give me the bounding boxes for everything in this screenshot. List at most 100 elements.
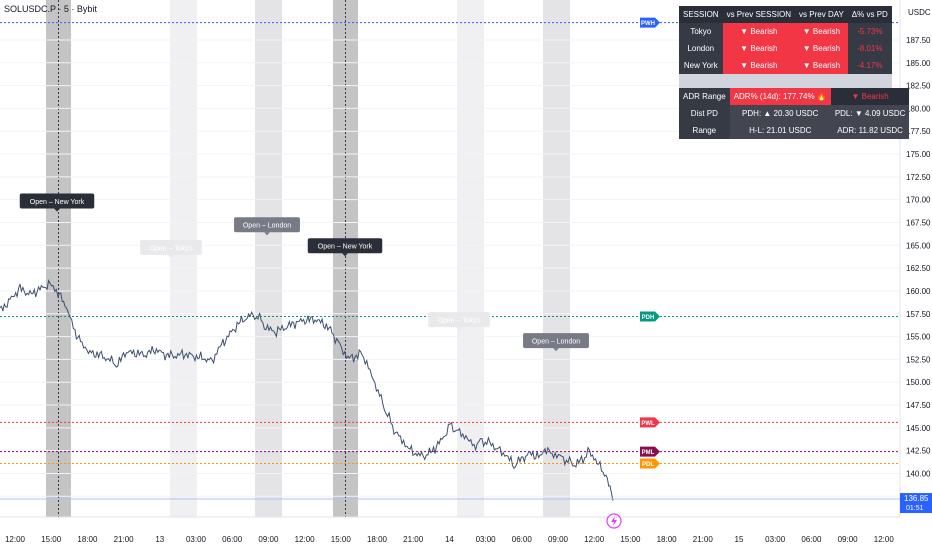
x-tick-label: 15:00 [41,535,62,544]
table-spacer [679,74,892,88]
session-open-label-text: Open – Tokyo [149,246,192,253]
x-tick-label: 14 [445,535,454,544]
x-tick-label: 06:00 [801,535,822,544]
session-vs-prev-day: ▼ Bearish [795,23,848,40]
last-price-countdown: 01:51 [906,505,924,512]
session-name: New York [679,57,723,74]
session-delta: -5.73% [847,23,892,40]
x-tick-label: 12:00 [5,535,26,544]
level-tag-shape [640,417,660,428]
pdh-distance: PDH: ▲ 20.30 USDC [729,105,831,122]
level-tag-pwl: PWL [640,417,660,428]
level-tag-pml: PML [640,446,660,457]
session-open-label: Open – Tokyo [140,240,202,259]
session-open-label-pointer [264,232,270,236]
y-tick-label: 162.50 [906,264,931,273]
adr-direction: ▼ Bearish [830,88,910,105]
session-open-label-box [19,193,95,209]
session-delta: -4.17% [847,57,892,74]
x-tick-label: 18:00 [77,535,98,544]
y-tick-label: 152.50 [906,355,931,364]
session-open-label-pointer [553,348,559,352]
replay-flash-icon[interactable] [606,513,622,529]
pdl-distance: PDL: ▼ 4.09 USDC [830,105,910,122]
session-open-label-text: Open – London [532,339,580,346]
x-tick-label: 18:00 [367,535,388,544]
y-tick-label: 157.50 [906,310,931,319]
x-tick-label: 03:00 [186,535,207,544]
x-tick-label: 06:00 [512,535,533,544]
session-delta: -8.01% [847,40,892,57]
session-band [170,0,197,517]
y-tick-label: 142.50 [906,447,931,456]
level-tag-label: PDH [642,315,655,321]
x-tick-label: 18:00 [657,535,678,544]
y-tick-label: 155.00 [906,333,931,342]
session-name: Tokyo [679,23,723,40]
y-tick-label: 145.00 [906,424,931,433]
session-open-label-box [523,333,589,349]
y-tick-label: 172.50 [906,173,931,182]
level-tag-shape [640,446,660,457]
x-tick-label: 12:00 [874,535,895,544]
level-tag-label: PWL [641,421,655,427]
y-tick-label: 147.50 [906,401,931,410]
level-tag-shape [640,458,660,469]
session-open-label-text: Open – Tokyo [437,318,480,325]
y-tick-label: 140.00 [906,469,931,478]
session-open-label-pointer [54,208,60,212]
y-tick-label: 150.00 [906,378,931,387]
x-tick-label: 21:00 [403,535,424,544]
session-open-label: Open – London [234,217,300,236]
stats-table: ADR Range ADR% (14d): 177.74% 🔥 ▼ Bearis… [679,88,910,139]
y-tick-label: 182.50 [906,82,931,91]
level-tag-label: PDL [642,462,654,468]
session-vs-prev-session: ▼ Bearish [722,40,796,57]
x-tick-label: 03:00 [765,535,786,544]
session-open-label-text: Open – London [243,223,291,230]
session-band [255,0,282,517]
adr-label: ADR Range [679,88,730,105]
x-tick-label: 12:00 [584,535,605,544]
session-open-label-box [234,217,300,233]
x-tick-label: 09:00 [838,535,859,544]
x-tick-label: 06:00 [222,535,243,544]
x-tick-label: 09:00 [548,535,569,544]
session-open-label-text: Open – New York [318,244,373,251]
session-open-label: Open – New York [307,238,383,257]
x-tick-label: 15 [735,535,744,544]
x-tick-label: 15:00 [620,535,641,544]
y-tick-label: 185.00 [906,59,931,68]
y-tick-label: 175.00 [906,150,931,159]
y-unit-label: USDC [908,8,931,17]
last-price-tag-box [900,493,932,514]
session-vs-prev-day: ▼ Bearish [795,40,848,57]
session-band-new-york [333,0,358,517]
adr-value: ADR% (14d): 177.74% 🔥 [729,88,831,105]
level-tag-pdh: PDH [640,311,660,322]
level-tag-pdl: PDL [640,458,660,469]
header-session: SESSION [679,6,723,23]
session-band [457,0,484,517]
y-tick-label: 167.50 [906,218,931,227]
x-tick-label: 13 [155,535,164,544]
x-tick-label: 03:00 [476,535,497,544]
y-tick-label: 180.00 [906,104,931,113]
symbol-title[interactable]: SOLUSDC.P · 5 · Bybit [4,4,97,14]
session-band [543,0,570,517]
level-tag-label: PWH [641,21,655,27]
high-low-range: H-L: 21.01 USDC [729,122,831,139]
price-line [0,278,615,501]
session-open-label-pointer [456,327,462,331]
header-delta: Δ% vs PD [847,6,892,23]
level-tag-shape [640,17,660,28]
x-tick-label: 21:00 [114,535,135,544]
session-table: SESSION vs Prev SESSION vs Prev DAY Δ% v… [679,6,892,88]
y-tick-label: 170.00 [906,196,931,205]
session-open-label: Open – London [523,333,589,352]
session-vs-prev-session: ▼ Bearish [722,23,796,40]
adr-value-usdc: ADR: 11.82 USDC [830,122,910,139]
level-tag-shape [640,311,660,322]
last-price-tag: 136.85 01:51 [900,493,932,514]
level-tag-pwh: PWH [640,17,660,28]
